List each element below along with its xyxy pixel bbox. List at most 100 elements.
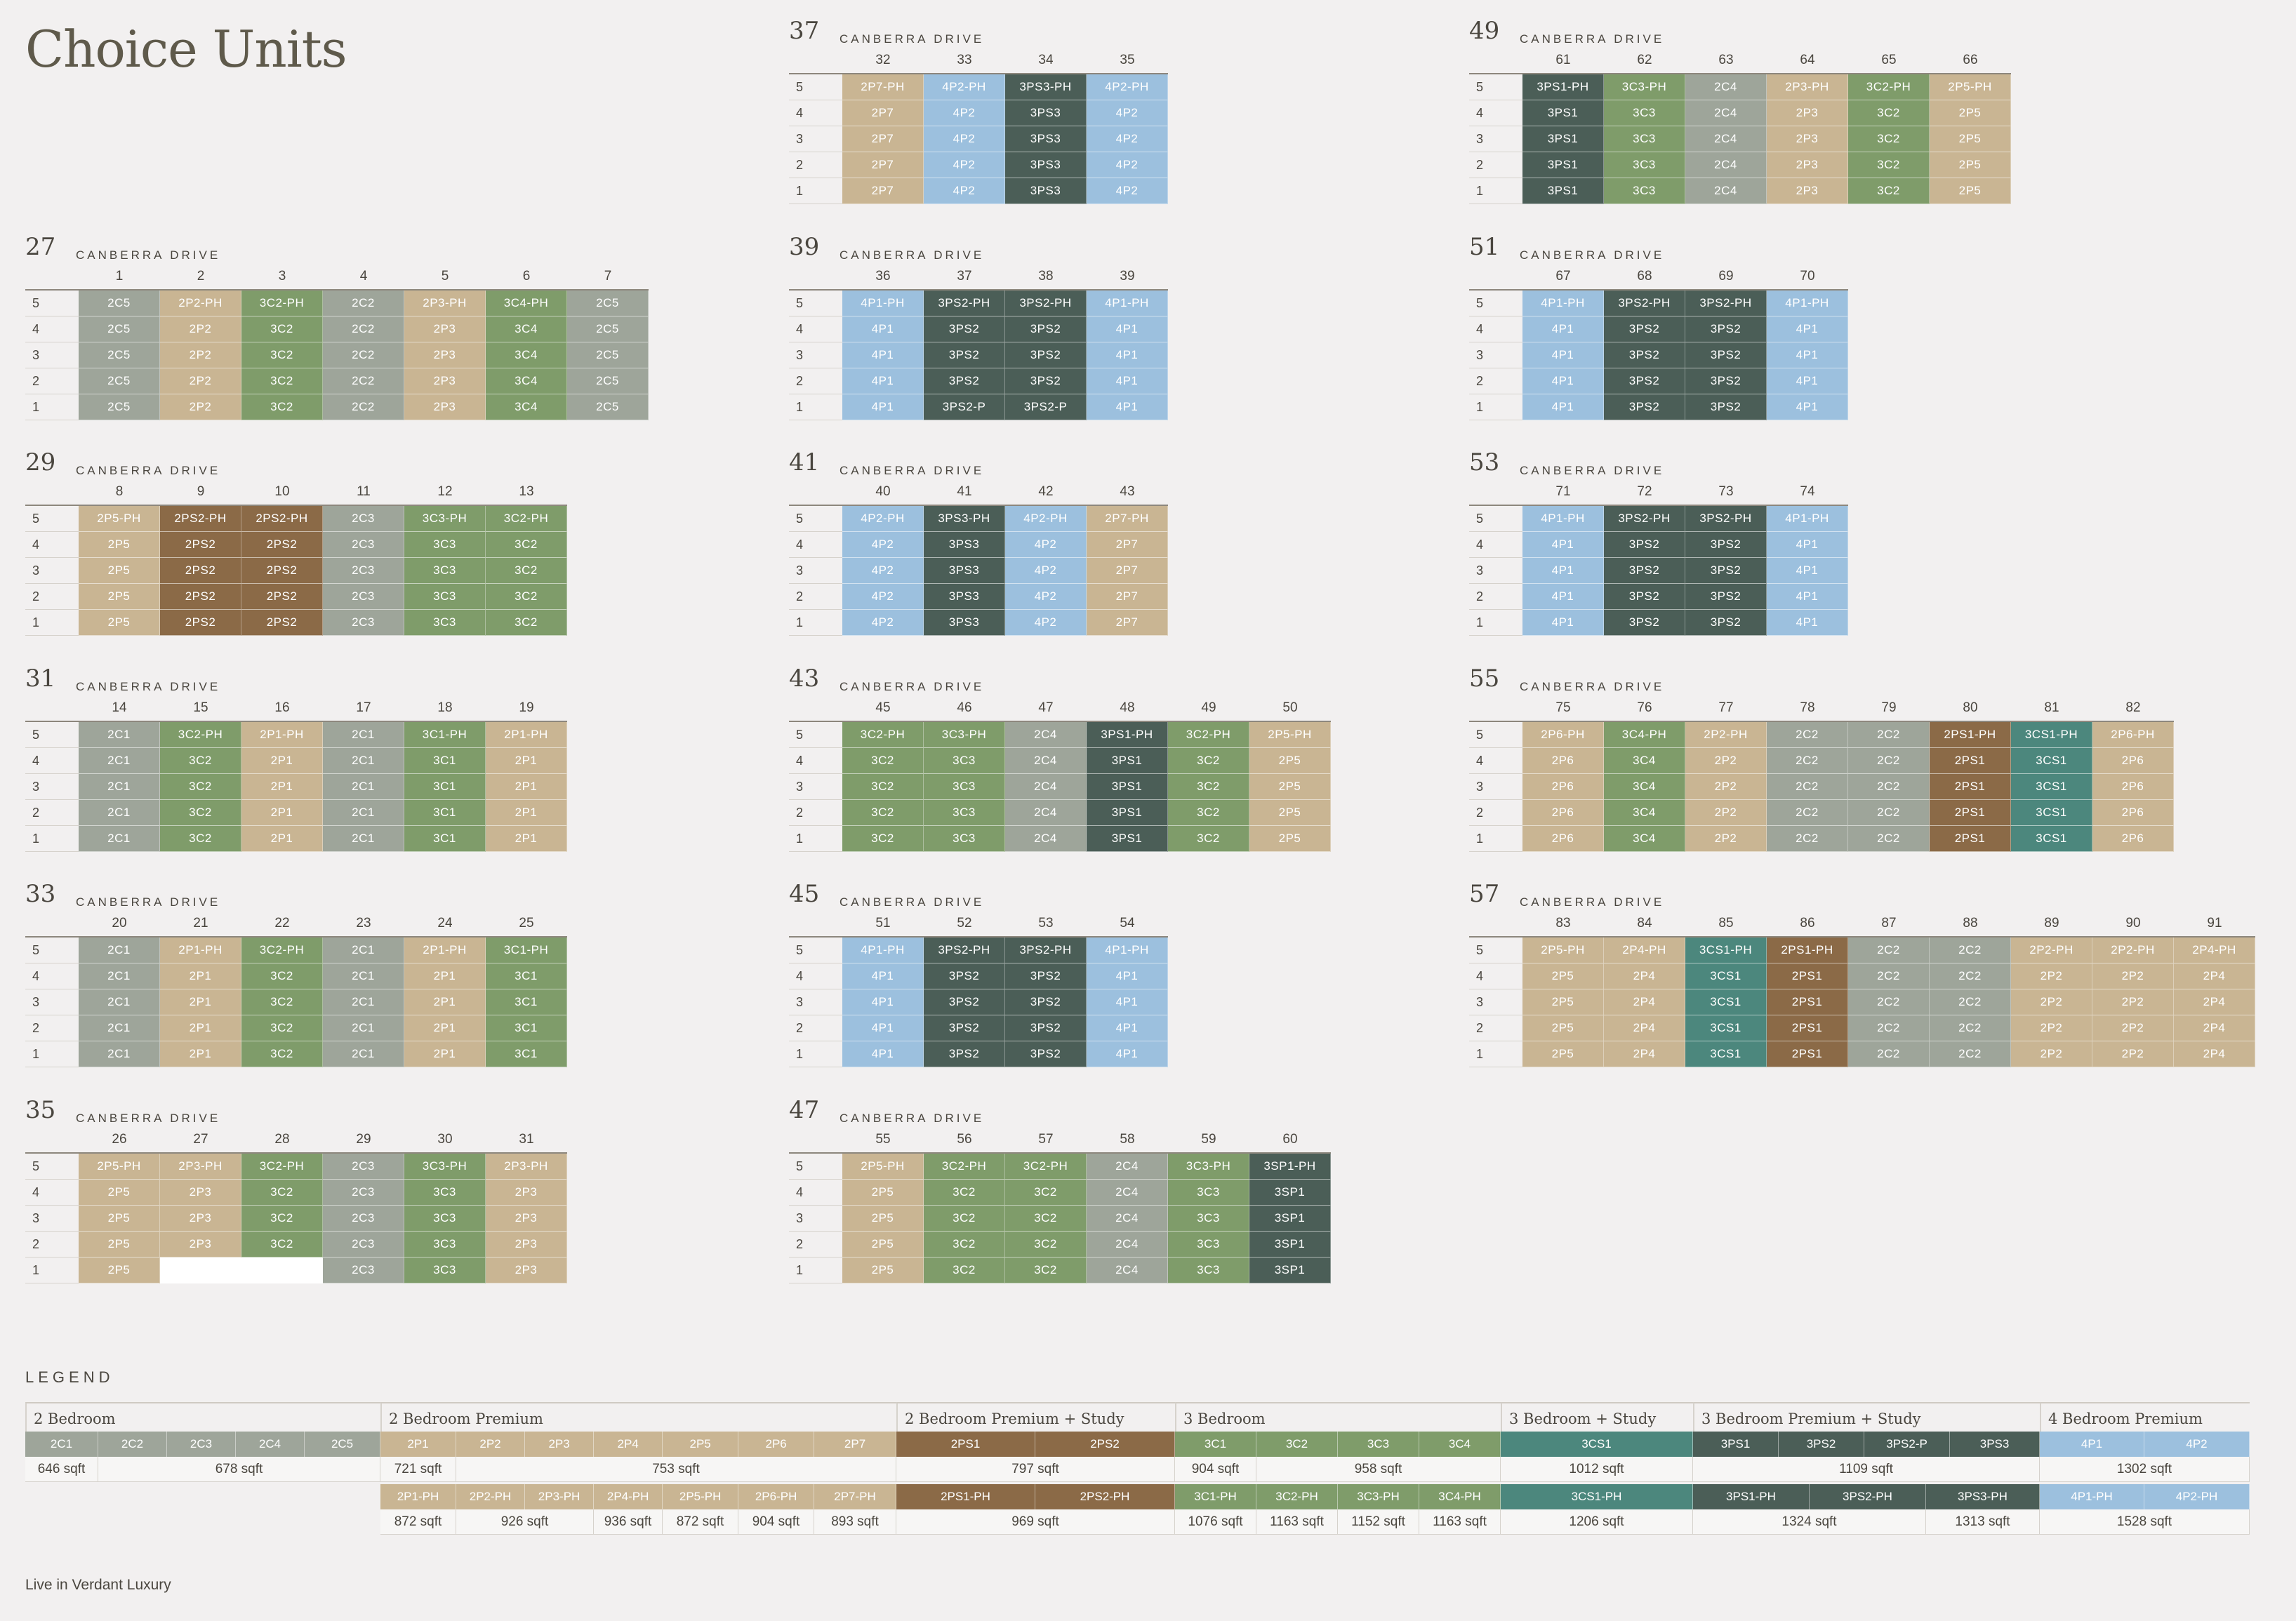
floor-label: 3	[789, 126, 842, 152]
block-street-name: CANBERRA DRIVE	[1520, 464, 1665, 477]
floor-label: 2	[25, 800, 79, 826]
floor-label: 4	[1469, 532, 1522, 558]
block-header: 41 CANBERRA DRIVE	[789, 448, 1168, 479]
unit-number-header: 69	[1685, 264, 1767, 291]
unit-cell: 2P2-PH	[2011, 938, 2092, 963]
unit-cell: 2P5	[79, 1258, 160, 1283]
unit-number-header: 81	[2011, 695, 2092, 722]
unit-cell: 2P6	[2092, 774, 2174, 800]
unit-cell: 3C2	[842, 774, 924, 800]
unit-cell: 2C1	[79, 989, 160, 1015]
unit-cell: 3PS3	[1005, 126, 1087, 152]
unit-cell: 2P3-PH	[486, 1154, 567, 1180]
block-number: 37	[789, 17, 820, 45]
unit-cell: 2P1	[241, 800, 323, 826]
unit-cell-empty	[241, 1258, 323, 1283]
block-street-name: CANBERRA DRIVE	[1520, 895, 1665, 909]
floor-label: 1	[25, 610, 79, 636]
unit-cell: 2C2	[1848, 774, 1930, 800]
unit-cell: 3C2	[241, 368, 323, 394]
building-block: 39 CANBERRA DRIVE 36 37 38 39 5 4P1-PH 3PS2-PH 3P…	[789, 233, 1168, 420]
unit-cell: 3C4	[1604, 774, 1685, 800]
unit-cell: 2P5	[1930, 152, 2011, 178]
unit-number-header: 38	[1005, 264, 1087, 291]
block-street-name: CANBERRA DRIVE	[76, 248, 221, 262]
unit-cell: 3PS3	[924, 558, 1005, 584]
unit-cell: 2C5	[567, 316, 649, 342]
unit-cell: 2P7	[1087, 610, 1168, 636]
unit-cell: 3SP1	[1249, 1206, 1331, 1232]
unit-cell: 3C2-PH	[1168, 722, 1249, 748]
unit-cell: 2P3-PH	[404, 291, 486, 316]
unit-cell: 3C2	[241, 1206, 323, 1232]
unit-cell: 2P5	[1930, 126, 2011, 152]
unit-cell: 3PS2	[924, 1015, 1005, 1041]
unit-number-header: 29	[323, 1127, 404, 1154]
unit-cell: 2C2	[1848, 722, 1930, 748]
legend-sqft: 1012 sqft	[1501, 1457, 1693, 1482]
legend-type-row: 3CS1	[1501, 1432, 1693, 1457]
unit-cell: 2C4	[1087, 1154, 1168, 1180]
unit-number-header: 48	[1087, 695, 1168, 722]
legend-group-name: 4 Bedroom Premium	[2040, 1402, 2250, 1432]
floor-label: 5	[789, 291, 842, 316]
building-block: 31 CANBERRA DRIVE 14 15 16 17 18 19 5 2C1 3C2-PH 2P…	[25, 665, 567, 852]
unit-cell: 2C2	[1848, 826, 1930, 852]
unit-cell: 2P1	[486, 826, 567, 852]
unit-cell: 3PS2	[1685, 342, 1767, 368]
legend-unit-type: 2P6	[738, 1432, 815, 1457]
unit-cell: 2C1	[323, 774, 404, 800]
unit-cell: 2C3	[323, 1206, 404, 1232]
unit-cell: 2PS1	[1767, 1041, 1848, 1067]
unit-number-header: 12	[404, 479, 486, 506]
unit-cell: 4P2	[842, 584, 924, 610]
floor-label: 5	[1469, 74, 1522, 100]
unit-cell: 3PS2	[924, 368, 1005, 394]
unit-cell: 2C2	[323, 368, 404, 394]
block-street-name: CANBERRA DRIVE	[76, 680, 221, 693]
unit-cell: 3C1	[404, 800, 486, 826]
unit-number-header: 13	[486, 479, 567, 506]
grid-corner	[789, 479, 842, 506]
unit-cell: 2PS1-PH	[1767, 938, 1848, 963]
grid-corner	[1469, 911, 1522, 938]
unit-cell: 4P1-PH	[842, 291, 924, 316]
legend-group: 3 Bedroom + Study 3CS1 1012 sqft 3CS1-PH 120…	[1501, 1402, 1693, 1535]
unit-cell: 2C1	[323, 748, 404, 774]
legend-unit-type: 2P2	[456, 1432, 526, 1457]
unit-number-header: 11	[323, 479, 404, 506]
legend-group-name: 2 Bedroom	[25, 1402, 380, 1432]
unit-cell: 4P1	[1767, 342, 1848, 368]
grid-corner	[25, 479, 79, 506]
unit-cell: 3C2	[1005, 1232, 1087, 1258]
unit-number-header: 84	[1604, 911, 1685, 938]
unit-cell: 3PS1-PH	[1522, 74, 1604, 100]
unit-cell: 2P1	[404, 989, 486, 1015]
unit-cell: 2C2	[323, 342, 404, 368]
unit-number-header: 20	[79, 911, 160, 938]
unit-cell: 2P3	[1767, 100, 1848, 126]
unit-cell: 2P4	[1604, 1041, 1685, 1067]
floor-label: 3	[25, 342, 79, 368]
unit-cell: 2P2	[2092, 963, 2174, 989]
unit-cell: 2P5	[79, 532, 160, 558]
unit-cell: 2C3	[323, 584, 404, 610]
block-header: 33 CANBERRA DRIVE	[25, 880, 567, 911]
legend-unit-type: 2P3	[525, 1432, 595, 1457]
unit-number-header: 65	[1848, 48, 1930, 74]
floor-label: 5	[25, 506, 79, 532]
unit-cell: 3PS2	[924, 989, 1005, 1015]
legend-ph-type-row: 3PS1-PH 3PS2-PH 3PS3-PH	[1693, 1484, 2040, 1509]
block-street-name: CANBERRA DRIVE	[1520, 32, 1665, 46]
unit-cell: 2P7	[842, 178, 924, 204]
floor-label: 2	[789, 800, 842, 826]
floor-label: 4	[25, 532, 79, 558]
unit-cell: 3C3-PH	[1168, 1154, 1249, 1180]
block-number: 31	[25, 665, 56, 693]
unit-number-header: 46	[924, 695, 1005, 722]
unit-cell: 2P2	[2011, 1015, 2092, 1041]
unit-cell: 2P4-PH	[1604, 938, 1685, 963]
floor-label: 2	[789, 584, 842, 610]
unit-cell: 3C4-PH	[1604, 722, 1685, 748]
unit-number-header: 27	[160, 1127, 241, 1154]
